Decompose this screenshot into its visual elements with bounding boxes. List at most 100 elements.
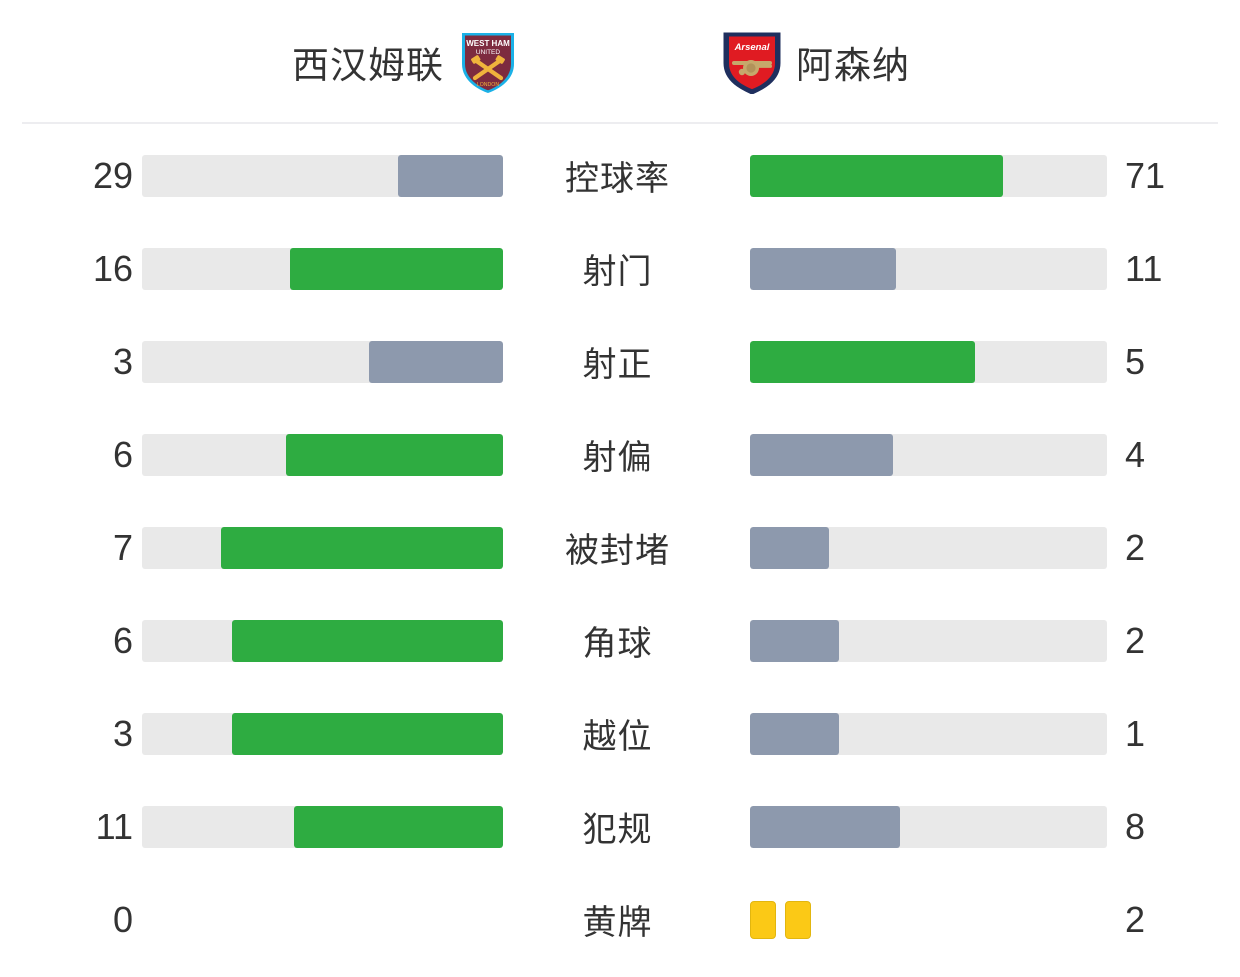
stat-label: 角球 (582, 625, 653, 663)
home-stat-bar (133, 619, 503, 662)
home-team-name: 西汉姆联 (292, 44, 444, 86)
arsenal-crest: Arsenal (723, 32, 781, 94)
away-stat-bar (732, 340, 1107, 383)
stats-list: 29 控球率 71 16 射门 11 3 射正 5 6 射偏 4 7 被封堵 2 6 角球 2 3 越位 1 11 犯规 8 0… (0, 123, 1240, 966)
home-stat-value: 6 (112, 433, 133, 475)
away-stat-value: 4 (1125, 433, 1146, 475)
stat-row: 6 射偏 4 (0, 408, 1240, 501)
away-team-block[interactable]: Arsenal 阿森纳 (720, 30, 1215, 94)
bar-fill (232, 619, 503, 662)
home-stat-value: 29 (92, 154, 133, 196)
home-stat-value: 3 (112, 712, 133, 754)
home-stat-bar (133, 154, 503, 197)
stat-row: 6 角球 2 (0, 594, 1240, 687)
svg-text:LONDON: LONDON (477, 82, 499, 88)
match-header: 西汉姆联 WEST HAM UNITED LONDON Arsenal (0, 0, 1240, 124)
away-team-name: 阿森纳 (796, 44, 910, 86)
away-stat-bar (732, 805, 1107, 848)
home-stat-bar (133, 247, 503, 290)
away-stat-bar (732, 619, 1107, 662)
away-stat-bar (732, 526, 1107, 569)
bar-track (142, 340, 503, 383)
bar-track (750, 154, 1107, 197)
home-stat-value: 3 (112, 340, 133, 382)
home-stat-value: 11 (95, 805, 133, 847)
away-stat-value: 1 (1125, 712, 1146, 754)
away-stat-value: 5 (1125, 340, 1146, 382)
home-stat-value: 6 (112, 619, 133, 661)
stat-row: 0 黄牌 2 (0, 873, 1240, 966)
stat-row: 11 犯规 8 (0, 780, 1240, 873)
bar-fill (750, 526, 829, 569)
away-stat-bar (732, 154, 1107, 197)
away-stat-value: 8 (1125, 805, 1146, 847)
bar-fill (750, 340, 975, 383)
west-ham-united-crest: WEST HAM UNITED LONDON (462, 32, 514, 93)
bar-fill (232, 712, 503, 755)
bar-track (142, 712, 503, 755)
stat-label: 黄牌 (582, 904, 653, 942)
away-stat-value: 2 (1125, 898, 1146, 940)
home-stat-value: 7 (112, 526, 133, 568)
stat-label: 控球率 (565, 160, 670, 198)
away-stat-value: 11 (1125, 247, 1163, 289)
bar-track (142, 619, 503, 662)
home-stat-value: 0 (112, 898, 133, 940)
bar-track (750, 805, 1107, 848)
stat-label: 被封堵 (565, 532, 670, 570)
bar-fill (398, 154, 503, 197)
stat-row: 16 射门 11 (0, 222, 1240, 315)
stat-row: 29 控球率 71 (0, 129, 1240, 222)
bar-fill (290, 247, 503, 290)
stat-label: 越位 (582, 718, 653, 756)
bar-track (750, 526, 1107, 569)
bar-fill (750, 247, 897, 290)
away-stat-bar (732, 433, 1107, 476)
bar-track (142, 154, 503, 197)
stat-label: 射正 (582, 346, 653, 384)
bar-track (750, 433, 1107, 476)
away-yellow-cards (732, 900, 1107, 939)
bar-fill (293, 805, 503, 848)
bar-fill (750, 433, 893, 476)
stat-row: 3 射正 5 (0, 315, 1240, 408)
bar-fill (286, 433, 503, 476)
home-stat-value: 16 (92, 247, 133, 289)
bar-track (142, 526, 503, 569)
away-stat-bar (732, 247, 1107, 290)
bar-track (750, 340, 1107, 383)
stat-row: 3 越位 1 (0, 687, 1240, 780)
bar-track (750, 712, 1107, 755)
svg-text:Arsenal: Arsenal (734, 42, 770, 53)
home-stat-bar (133, 526, 503, 569)
svg-text:UNITED: UNITED (476, 49, 501, 56)
yellow-card-icon (750, 900, 776, 939)
home-stat-bar (133, 340, 503, 383)
away-stat-value: 71 (1125, 154, 1166, 196)
bar-fill (750, 619, 840, 662)
bar-track (142, 805, 503, 848)
bar-track (750, 247, 1107, 290)
home-stat-bar (133, 805, 503, 848)
bar-fill (750, 154, 1004, 197)
svg-text:WEST HAM: WEST HAM (466, 39, 510, 48)
bar-fill (750, 712, 840, 755)
home-stat-bar (133, 433, 503, 476)
home-team-block[interactable]: 西汉姆联 WEST HAM UNITED LONDON (25, 30, 520, 94)
stat-label: 射门 (582, 253, 653, 291)
stat-label: 射偏 (582, 439, 653, 477)
bar-fill (221, 526, 503, 569)
home-stat-bar (133, 712, 503, 755)
away-stat-bar (732, 712, 1107, 755)
stat-label: 犯规 (582, 811, 653, 849)
stat-row: 7 被封堵 2 (0, 501, 1240, 594)
header-divider (22, 122, 1218, 124)
bar-fill (369, 340, 503, 383)
away-stat-value: 2 (1125, 619, 1146, 661)
bar-track (750, 619, 1107, 662)
bar-track (142, 433, 503, 476)
away-stat-value: 2 (1125, 526, 1146, 568)
yellow-card-icon (785, 900, 811, 939)
bar-fill (750, 805, 900, 848)
bar-track (142, 247, 503, 290)
